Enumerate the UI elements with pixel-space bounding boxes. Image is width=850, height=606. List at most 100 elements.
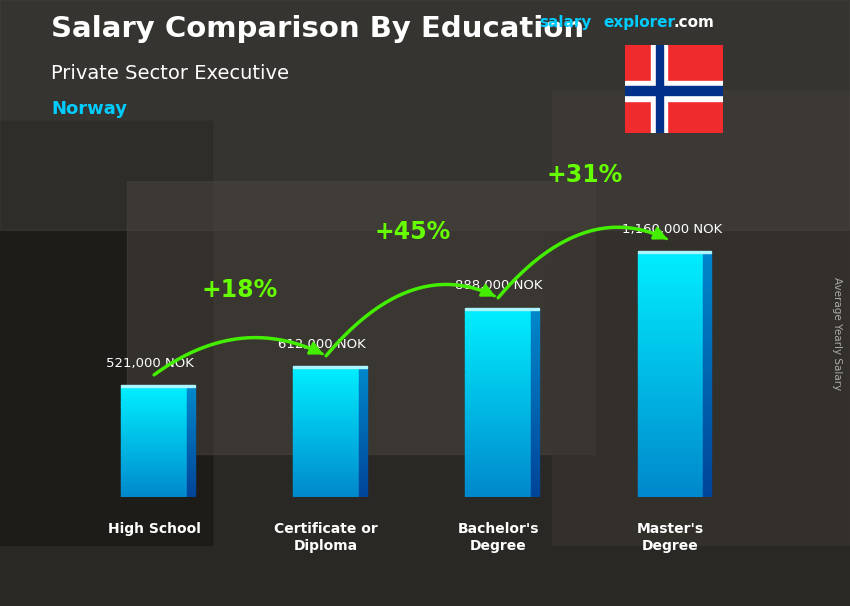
Bar [293,378,359,379]
Bar [703,456,711,461]
Bar [122,482,187,483]
Bar [531,410,539,413]
Bar [466,443,531,445]
Bar [466,347,531,350]
Bar [638,448,703,451]
Bar [638,253,703,256]
Bar [122,420,187,422]
Bar [638,335,703,339]
Bar [293,465,359,467]
Bar [638,265,703,268]
Bar [531,375,539,379]
Bar [359,409,366,411]
Bar [466,429,531,431]
Bar [187,488,195,490]
Bar [531,468,539,472]
Bar [359,385,366,388]
Bar [187,395,195,396]
Bar [293,466,359,468]
Bar [466,459,531,462]
Bar [703,415,711,420]
Bar [703,403,711,408]
Bar [293,442,359,444]
Bar [293,490,359,492]
Bar [466,394,531,397]
Bar [466,478,531,481]
Bar [638,314,703,317]
Bar [293,488,359,490]
Bar [293,408,359,410]
Bar [466,382,531,385]
Bar [466,391,531,395]
Bar [293,405,359,407]
Bar [293,455,359,457]
Text: 888,000 NOK: 888,000 NOK [455,279,542,292]
Bar [359,458,366,461]
Bar [187,458,195,461]
Bar [122,473,187,475]
Bar [187,456,195,459]
Bar [359,419,366,422]
Bar [187,491,195,493]
Bar [466,415,531,418]
Bar [359,422,366,424]
Bar [293,407,359,408]
Bar [531,378,539,382]
Bar [187,435,195,437]
Bar [359,375,366,377]
Bar [359,445,366,448]
Bar [293,389,359,391]
Bar [122,467,187,468]
Bar [187,404,195,405]
Bar [187,473,195,475]
Bar [466,357,531,359]
Bar [703,346,711,351]
Bar [293,413,359,415]
Bar [293,447,359,448]
Bar [293,392,359,394]
Bar [187,438,195,441]
Bar [703,439,711,444]
Bar [187,451,195,453]
Bar [531,438,539,441]
Bar [293,471,359,473]
Bar [531,400,539,404]
Bar [122,387,187,389]
Bar [122,478,187,479]
Bar [703,298,711,302]
Bar [531,407,539,410]
Bar [293,456,359,458]
Bar [359,456,366,458]
Bar [359,475,366,478]
Bar [187,445,195,448]
Bar [293,482,359,484]
Bar [293,391,359,393]
Bar [638,399,703,402]
Bar [293,411,359,413]
Bar [466,361,531,364]
Bar [122,415,187,416]
Bar [122,404,187,405]
Bar [703,350,711,355]
Bar [122,484,187,486]
Text: +31%: +31% [546,163,622,187]
Bar [638,445,703,448]
Bar [531,413,539,416]
Bar [359,490,366,493]
Bar [187,422,195,424]
Bar [703,358,711,363]
Bar [531,478,539,481]
Bar [122,491,187,493]
Bar [638,466,703,470]
Text: Salary Comparison By Education: Salary Comparison By Education [51,15,584,43]
Bar [703,334,711,339]
Bar [638,478,703,482]
Bar [638,295,703,299]
Bar [122,410,187,412]
Bar [122,442,187,444]
Bar [293,468,359,470]
Bar [638,439,703,442]
Bar [466,485,531,488]
Bar [703,269,711,273]
Bar [359,435,366,437]
